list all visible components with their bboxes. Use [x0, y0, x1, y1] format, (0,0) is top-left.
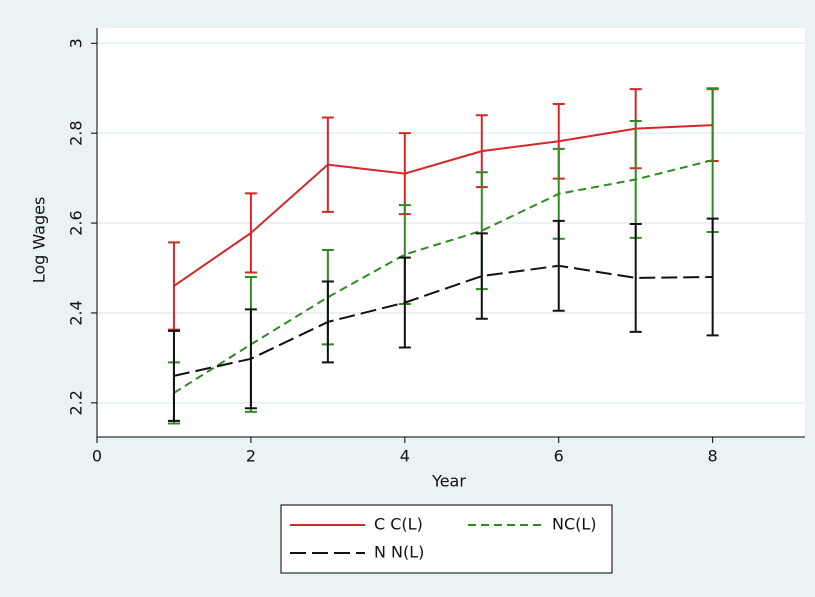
x-tick-label: 6 — [554, 447, 564, 466]
legend-label: C C(L) — [374, 515, 423, 534]
series-line — [173, 124, 713, 287]
series-line — [173, 159, 713, 394]
plot-area — [97, 28, 805, 437]
x-tick-label: 8 — [708, 447, 718, 466]
legend-label: N N(L) — [374, 543, 424, 562]
x-tick-label: 4 — [400, 447, 410, 466]
y-tick-label: 2.2 — [67, 390, 86, 415]
error-bar — [629, 222, 642, 333]
y-tick-label: 2.8 — [67, 120, 86, 145]
series-line — [173, 264, 713, 377]
legend-box — [280, 504, 613, 574]
error-bar — [475, 232, 488, 320]
y-tick-label: 2.4 — [67, 300, 86, 325]
y-tick-label: 2.6 — [67, 210, 86, 235]
x-tick-label: 2 — [246, 447, 256, 466]
legend-label: NC(L) — [552, 515, 597, 534]
y-axis-label: Log Wages — [30, 197, 49, 284]
x-axis-label: Year — [431, 472, 466, 491]
y-tick-label: 3 — [67, 38, 86, 48]
x-tick-label: 0 — [92, 447, 102, 466]
